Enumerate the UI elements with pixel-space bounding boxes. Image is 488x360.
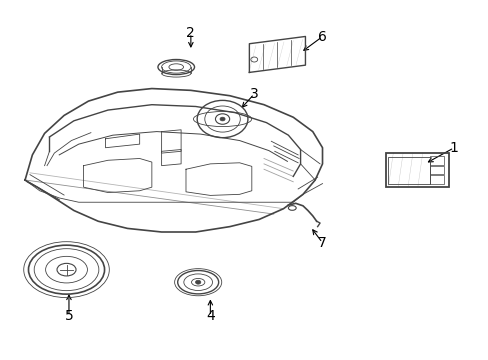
Text: 4: 4: [205, 309, 214, 323]
Bar: [429, 166, 443, 174]
Text: 2: 2: [186, 26, 195, 40]
Bar: [387, 157, 428, 184]
Circle shape: [195, 280, 201, 284]
Text: 5: 5: [64, 309, 73, 323]
Circle shape: [220, 117, 224, 121]
Text: 7: 7: [318, 236, 326, 250]
Bar: [429, 156, 443, 165]
Text: 6: 6: [317, 30, 326, 44]
Bar: [385, 153, 448, 187]
Bar: [429, 175, 443, 184]
Text: 3: 3: [249, 87, 258, 101]
Text: 1: 1: [449, 141, 458, 155]
